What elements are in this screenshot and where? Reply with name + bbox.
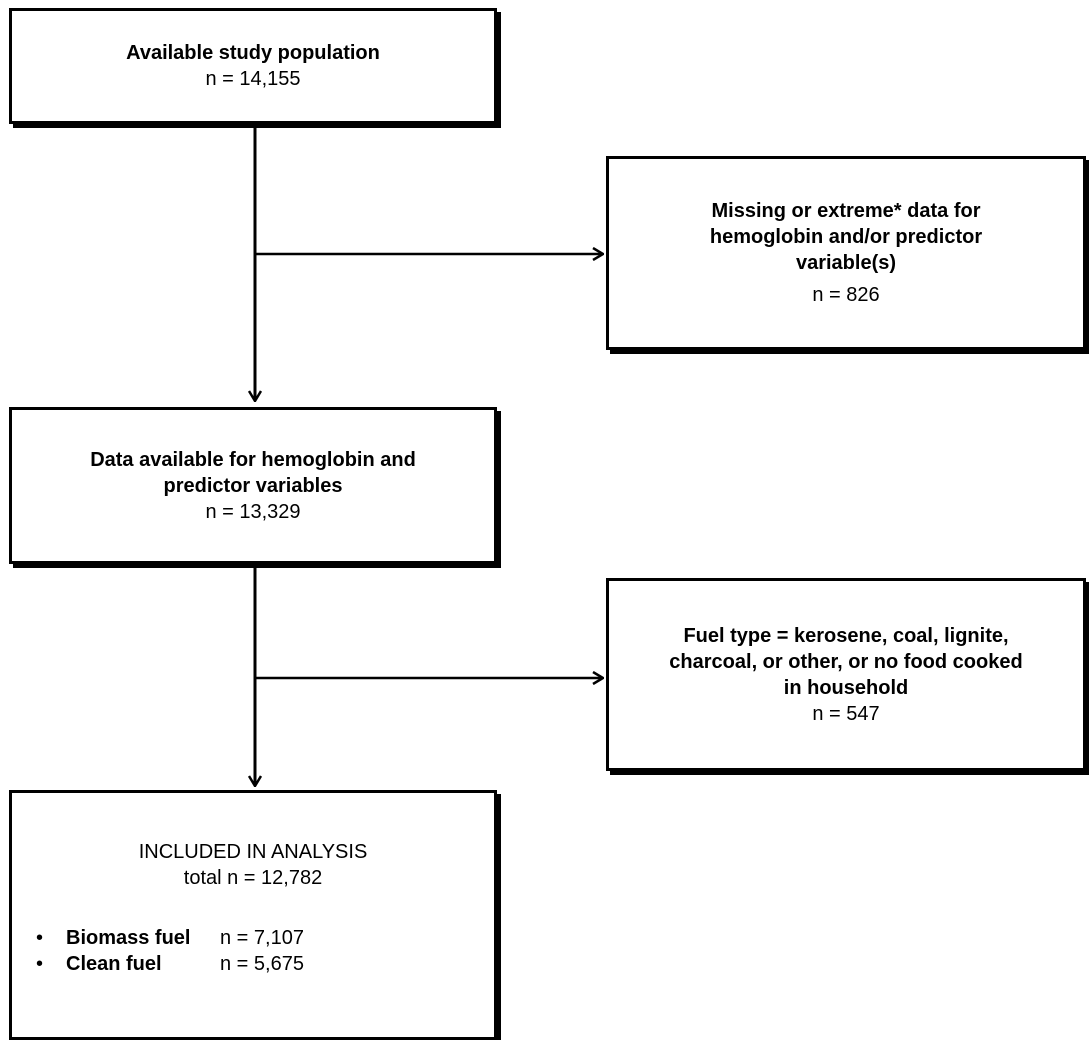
population-box: Available study population n = 14,155 bbox=[9, 8, 497, 124]
population-count: n = 14,155 bbox=[205, 68, 301, 90]
bullet: • bbox=[36, 927, 44, 949]
included-box: INCLUDED IN ANALYSIS total n = 12,782 • … bbox=[9, 790, 497, 1040]
group-count: n = 7,107 bbox=[220, 927, 304, 949]
missing-exclusion-box: Missing or extreme* data for hemoglobin … bbox=[606, 156, 1086, 350]
population-title: Available study population bbox=[126, 42, 380, 64]
fuel-exclusion-box: Fuel type = kerosene, coal, lignite, cha… bbox=[606, 578, 1086, 771]
missing-count: n = 826 bbox=[812, 284, 880, 306]
fuel-title-line-1: Fuel type = kerosene, coal, lignite, bbox=[683, 624, 1009, 647]
fuel-count: n = 547 bbox=[812, 702, 880, 725]
available-data-box: Data available for hemoglobin and predic… bbox=[9, 407, 497, 564]
missing-title-line-3: variable(s) bbox=[795, 252, 897, 274]
missing-title-line-1: Missing or extreme* data for bbox=[711, 200, 981, 222]
group-name: Biomass fuel bbox=[66, 927, 191, 949]
included-total: total n = 12,782 bbox=[183, 867, 323, 889]
fuel-title-line-2: charcoal, or other, or no food cooked bbox=[669, 650, 1023, 673]
available-title-line-1: Data available for hemoglobin and bbox=[90, 448, 416, 471]
list-item: • Clean fuel n = 5,675 bbox=[36, 951, 304, 977]
fuel-title-line-3: in household bbox=[783, 676, 909, 699]
included-title: INCLUDED IN ANALYSIS bbox=[138, 841, 368, 863]
fuel-group-list: • Biomass fuel n = 7,107 • Clean fuel n … bbox=[36, 925, 304, 977]
available-count: n = 13,329 bbox=[205, 500, 301, 523]
bullet: • bbox=[36, 953, 44, 975]
list-item: • Biomass fuel n = 7,107 bbox=[36, 925, 304, 951]
missing-title-line-2: hemoglobin and/or predictor bbox=[709, 226, 983, 248]
available-title-line-2: predictor variables bbox=[163, 474, 343, 497]
group-count: n = 5,675 bbox=[220, 953, 304, 975]
group-name: Clean fuel bbox=[66, 953, 162, 975]
